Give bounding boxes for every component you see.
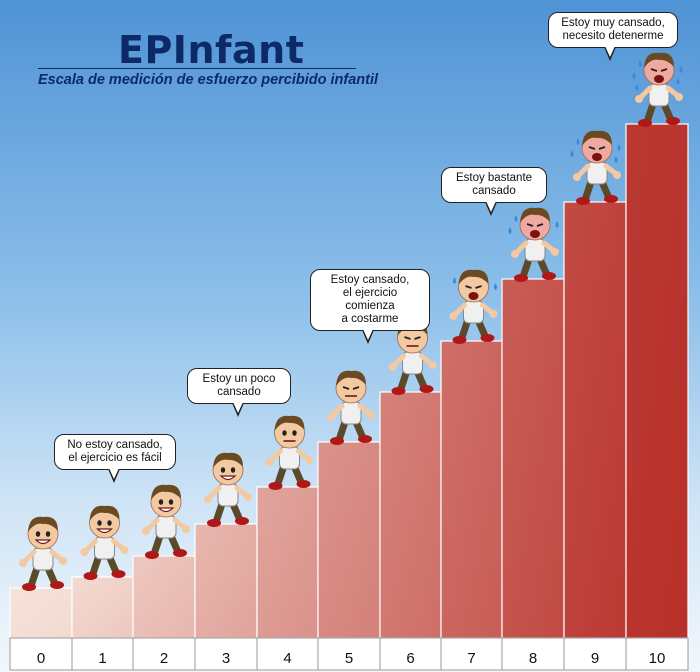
speech-bubble-level-9: Estoy muy cansado, necesito detenerme — [548, 12, 678, 48]
steps-layer — [9, 123, 689, 639]
character-level-8 — [508, 207, 559, 282]
level-label-6: 6 — [406, 650, 414, 667]
character-level-5 — [327, 370, 375, 445]
speech-bubble-tail-fill — [363, 329, 373, 340]
character-level-1 — [80, 505, 129, 580]
level-cell-5 — [317, 637, 381, 671]
character-level-7 — [449, 269, 498, 344]
step-4 — [256, 486, 319, 639]
speech-bubble-text: Estoy bastante cansado — [455, 172, 533, 197]
level-label-9: 9 — [591, 650, 599, 667]
character-level-4 — [265, 415, 314, 490]
step-0 — [9, 587, 73, 639]
level-label-0: 0 — [37, 650, 45, 667]
speech-bubble-level-3: Estoy un poco cansado — [187, 368, 291, 404]
speech-bubble-text: No estoy cansado, el ejercicio es fácil — [67, 439, 163, 464]
speech-bubble-tail-fill — [605, 46, 615, 57]
step-3 — [194, 523, 258, 639]
step-1 — [71, 576, 134, 639]
character-level-6 — [388, 320, 437, 395]
speech-bubble-tail-fill — [233, 402, 243, 413]
level-cell-2 — [132, 637, 196, 671]
step-2 — [132, 555, 196, 639]
level-label-8: 8 — [529, 650, 537, 667]
character-level-10 — [632, 52, 683, 127]
character-level-0 — [19, 516, 67, 591]
level-cell-7 — [440, 637, 503, 671]
speech-bubble-text: Estoy un poco cansado — [202, 373, 276, 398]
speech-bubble-tail-fill — [486, 201, 496, 212]
level-cell-3 — [194, 637, 258, 671]
level-label-7: 7 — [467, 650, 475, 667]
speech-bubble-text: Estoy cansado, el ejercicio comienza a c… — [330, 274, 410, 325]
step-9 — [563, 201, 627, 639]
level-label-2: 2 — [160, 650, 168, 667]
page-title: EPInfant — [118, 28, 305, 72]
step-5 — [317, 441, 381, 639]
character-level-9 — [570, 130, 621, 205]
level-label-1: 1 — [98, 650, 106, 667]
level-label-10: 10 — [649, 650, 666, 667]
level-cell-4 — [256, 637, 319, 671]
level-cell-10 — [625, 637, 689, 671]
level-cell-0 — [9, 637, 73, 671]
level-labels-layer: 0 1 2 3 4 5 6 7 8 9 10 — [9, 637, 689, 671]
level-cell-6 — [379, 637, 442, 671]
level-label-4: 4 — [283, 650, 291, 667]
level-cell-9 — [563, 637, 627, 671]
level-label-5: 5 — [345, 650, 353, 667]
page-subtitle: Escala de medición de esfuerzo percibido… — [38, 72, 379, 88]
step-10 — [625, 123, 689, 639]
character-level-2 — [142, 484, 190, 559]
character-level-3 — [204, 452, 252, 527]
step-7 — [440, 340, 503, 639]
speech-bubble-level-1: No estoy cansado, el ejercicio es fácil — [54, 434, 176, 470]
speech-bubble-text: Estoy muy cansado, necesito detenerme — [561, 17, 665, 42]
level-cell-8 — [501, 637, 565, 671]
speech-bubble-tail-fill — [109, 468, 119, 479]
speech-bubble-level-7: Estoy bastante cansado — [441, 167, 547, 203]
characters-layer — [19, 52, 683, 591]
step-6 — [379, 391, 442, 639]
step-8 — [501, 278, 565, 639]
level-label-3: 3 — [222, 650, 230, 667]
speech-bubble-level-5: Estoy cansado, el ejercicio comienza a c… — [310, 269, 430, 331]
title-underline — [38, 68, 356, 69]
